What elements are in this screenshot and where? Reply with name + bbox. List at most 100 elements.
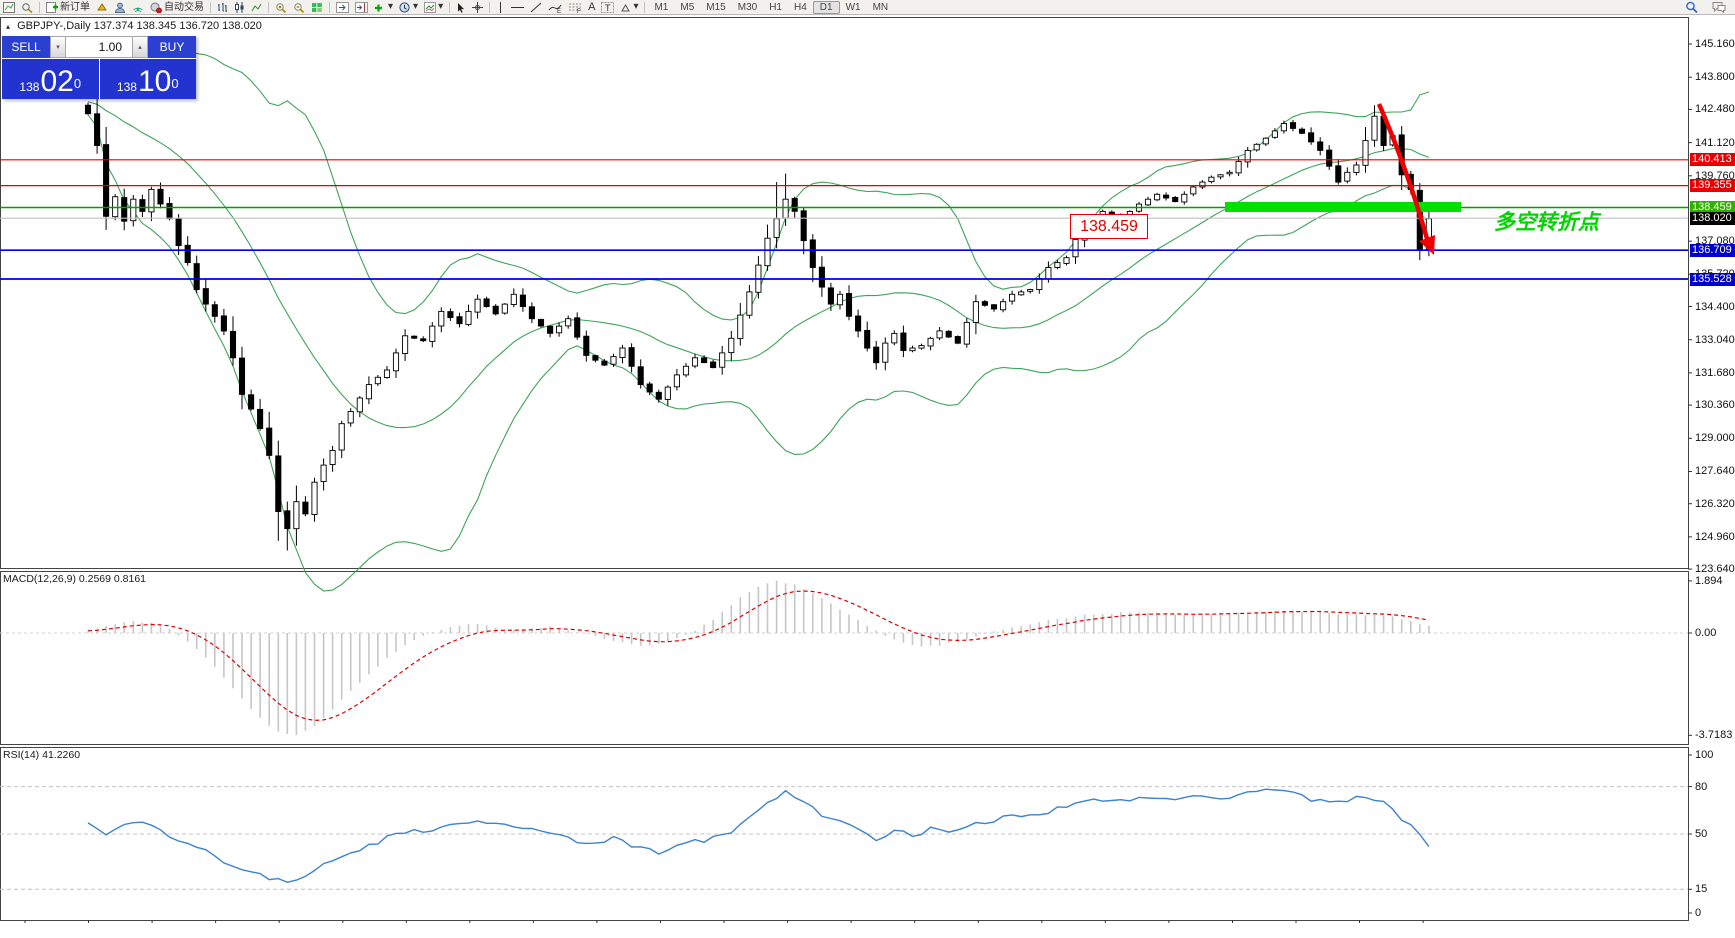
price-tag-138.020: 138.020 [1690,211,1735,225]
buy-button[interactable]: BUY [148,36,196,58]
line-chart-icon[interactable] [248,1,265,14]
macd-label: MACD(12,26,9) 0.2569 0.8161 [3,573,147,585]
buy-price-point: 0 [171,76,179,91]
text-icon[interactable]: A [588,1,596,13]
profile-icon[interactable] [111,1,129,14]
chart-shift-icon[interactable] [352,1,371,14]
search-icon[interactable] [1682,1,1701,14]
svg-text:F: F [577,9,581,13]
sell-price-display[interactable]: 138 02 0 [2,59,99,99]
svg-text:E: E [557,9,561,13]
price-tag-139.355: 139.355 [1690,179,1735,193]
timeframe-button-m15[interactable]: M15 [706,1,726,13]
dropdown-arrow-icon: ▾ [633,1,639,12]
new-order-button[interactable]: 新订单 [43,1,93,14]
add-indicator-icon[interactable]: ▾ [371,1,396,14]
chart-window[interactable]: ▴ GBPJPY-,Daily 137.374 138.345 136.720 … [0,15,1735,938]
price-axis-tick: 141.120 [1695,136,1735,149]
search-window-icon[interactable] [18,1,36,14]
macd-axis-tick: 0.00 [1695,627,1717,639]
horizontal-line-icon[interactable] [508,1,527,14]
zoom-out-icon[interactable] [290,1,308,14]
price-axis-tick: 126.320 [1695,497,1735,510]
toolbar-separator [489,1,491,13]
timeframe-button-h1[interactable]: H1 [769,1,782,13]
rsi-axis-tick: 80 [1695,780,1708,793]
zoom-in-icon[interactable] [272,1,290,14]
equidistant-channel-icon[interactable]: E [545,1,565,14]
autotrading-button[interactable]: 自动交易 [147,1,207,14]
dropdown-arrow-icon: ▾ [438,1,444,12]
toolbar-separator [268,1,269,13]
sell-price-pips: 02 [40,65,74,98]
rsi-axis-tick: 15 [1695,883,1708,896]
price-tag-136.709: 136.709 [1690,243,1735,257]
timeframe-button-h4[interactable]: H4 [793,1,807,13]
collapse-panel-icon[interactable]: ▴ [6,22,11,31]
timeframe-button-mn[interactable]: MN [872,1,889,13]
crosshair-icon[interactable] [469,1,486,14]
price-axis-tick: 139.760 [1695,169,1735,182]
one-click-trade-panel: SELL ▾ 1.00 ▴ BUY 138 02 0 138 10 0 [2,36,196,99]
autotrading-label: 自动交易 [164,1,204,13]
template-icon[interactable]: ▾ [421,1,446,14]
dropdown-arrow-icon: ▾ [413,1,419,12]
rsi-axis-tick: 0 [1695,907,1702,919]
toolbar-separator [210,1,211,13]
chart-ohlc-values: 137.374 138.345 136.720 138.020 [93,20,262,32]
timeframe-button-m1[interactable]: M1 [654,1,669,13]
rsi-label: RSI(14) 41.2260 [3,749,81,761]
volume-increase-button[interactable]: ▴ [132,36,148,58]
rsi-axis-tick: 50 [1695,828,1708,840]
volume-input[interactable]: 1.00 [66,36,132,58]
sell-button[interactable]: SELL [2,36,50,58]
sell-price-base: 138 [19,80,40,94]
macd-axis-tick: -3.7183 [1695,729,1733,742]
price-tag-138.459: 138.459 [1690,201,1735,214]
price-axis-tick: 143.800 [1695,71,1735,84]
price-tag-140.413: 140.413 [1690,153,1735,167]
text-label-icon[interactable]: T [598,1,617,14]
period-icon[interactable]: ▾ [396,1,421,14]
autoscroll-icon[interactable] [333,1,352,14]
fibonacci-icon[interactable]: F [565,1,585,14]
shapes-icon[interactable]: ▾ [617,1,641,14]
candlestick-chart-icon[interactable] [231,1,248,14]
price-axis-tick: 123.640 [1695,563,1735,576]
price-axis-tick: 142.480 [1695,103,1735,116]
volume-decrease-button[interactable]: ▾ [50,36,66,58]
price-level-callout[interactable]: 138.459 [1070,214,1148,239]
chart-window-icon[interactable] [0,1,18,14]
bar-chart-icon[interactable] [214,1,231,14]
toolbar-separator [449,1,451,13]
price-axis-tick: 133.040 [1695,333,1735,346]
price-axis-tick: 124.960 [1695,530,1735,543]
timeframe-button-m5[interactable]: M5 [680,1,695,13]
timeframe-button-w1[interactable]: W1 [845,1,861,13]
svg-text:T: T [605,3,611,13]
timeframe-button-m30[interactable]: M30 [737,1,758,13]
vertical-line-icon[interactable] [493,1,508,14]
rsi-axis-tick: 100 [1695,749,1714,761]
buy-price-base: 138 [116,80,137,94]
price-tag-135.528: 135.528 [1690,272,1735,286]
trendline-icon[interactable] [527,1,545,14]
turning-point-annotation[interactable]: 多空转折点 [1494,211,1599,234]
buy-price-pips: 10 [137,65,172,98]
toolbar-separator [329,1,330,13]
cursor-icon[interactable] [453,1,469,14]
market-watch-icon[interactable] [93,1,111,14]
price-axis-tick: 127.640 [1695,465,1735,478]
timeframe-bar: M1 M5 M15 M30 H1 H4 D1 W1 MN [648,0,894,14]
price-axis-tick: 131.680 [1695,366,1735,379]
tile-windows-icon[interactable] [308,1,326,14]
chat-icon[interactable] [1709,1,1729,14]
buy-price-display[interactable]: 138 10 0 [99,59,196,99]
price-axis-tick: 129.000 [1695,432,1735,445]
timeframe-button-d1[interactable]: D1 [812,0,840,14]
price-chart-canvas[interactable] [0,15,1735,938]
price-axis-tick: 130.360 [1695,399,1735,412]
signals-icon[interactable] [129,1,147,14]
toolbar-separator [644,1,646,13]
sell-price-point: 0 [73,76,82,91]
